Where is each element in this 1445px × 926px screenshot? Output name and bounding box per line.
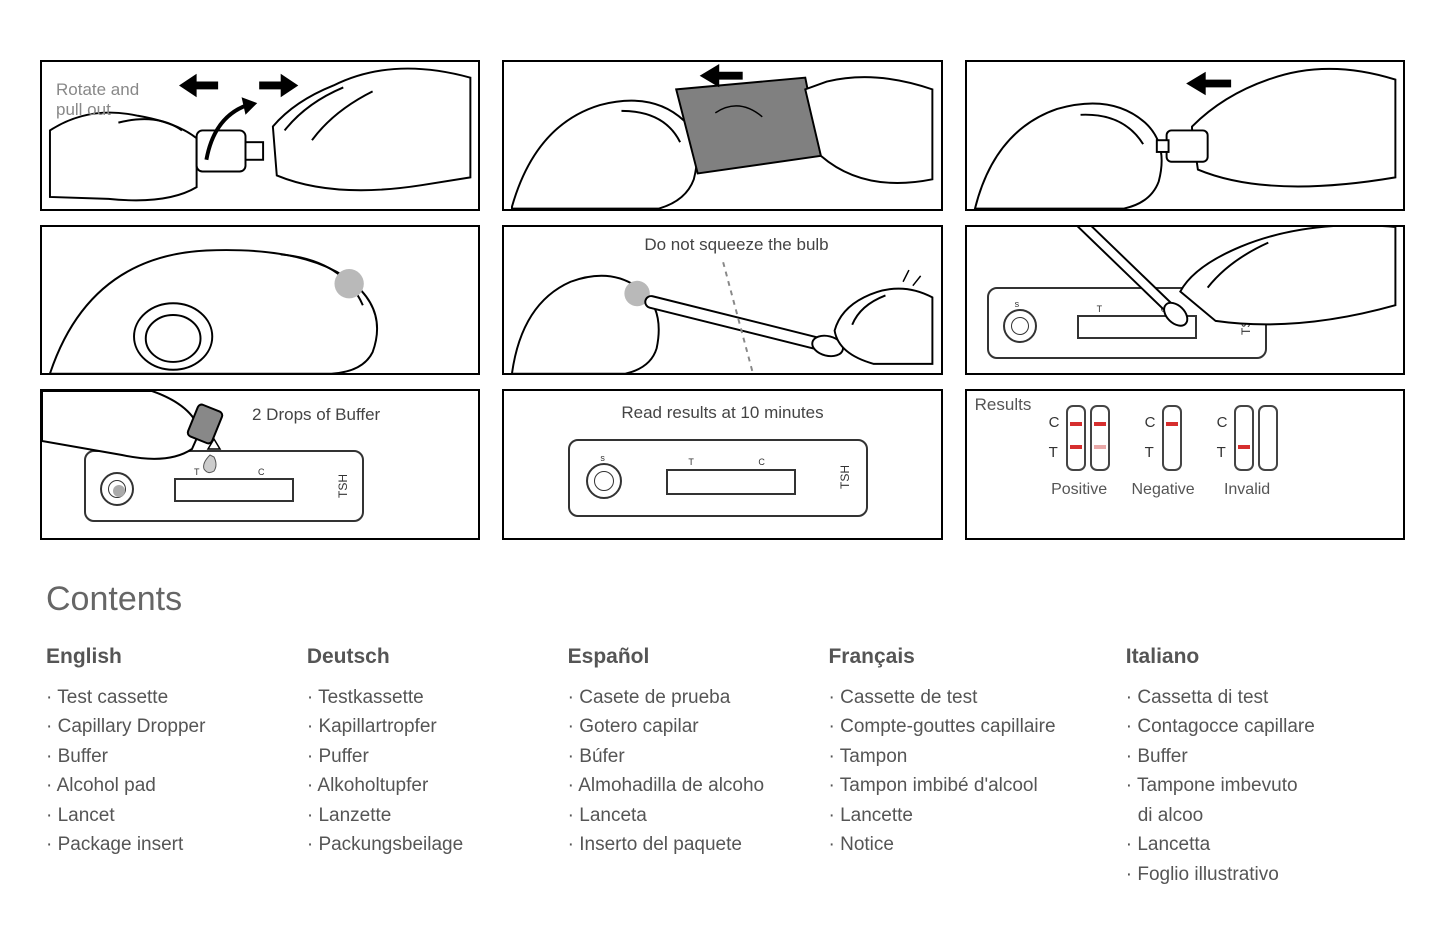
arrow-right-icon [259,74,298,97]
result-caption: Negative [1132,481,1195,499]
test-strip-icon [1258,405,1278,471]
step7-caption: 2 Drops of Buffer [252,405,380,425]
result-group: CT Positive [1049,405,1110,499]
contents-column: English Test cassetteCapillary DropperBuf… [46,645,289,889]
contents-item: Gotero capilar [568,712,811,741]
contents-item: Buffer [46,742,289,771]
contents-item: Alcohol pad [46,771,289,800]
blood-drop-icon [334,269,363,298]
results-row: CT Positive CT Negative CT Invalid [1049,405,1395,532]
ct-labels: CT [1217,415,1228,462]
contents-item: Tampone imbevuto [1126,771,1405,800]
step-panel-8: Read results at 10 minutes s T C TSH [502,389,942,540]
contents-column: Deutsch TestkassetteKapillartropferPuffer… [307,645,550,889]
step2-illustration [504,62,940,209]
contents-item: Test cassette [46,683,289,712]
contents-item: Lancet [46,801,289,830]
contents-item: Alkoholtupfer [307,771,550,800]
contents-item: Capillary Dropper [46,712,289,741]
alcohol-pad-icon [677,78,822,174]
step-panel-4 [40,225,480,376]
step8-caption: Read results at 10 minutes [504,403,940,423]
contents-list: TestkassetteKapillartropferPufferAlkohol… [307,683,550,860]
contents-list: Cassetta di testContagocce capillareBuff… [1126,683,1405,889]
contents-item: Notice [828,830,1107,859]
contents-list: Casete de pruebaGotero capilarBúferAlmoh… [568,683,811,860]
step-panel-2 [502,60,942,211]
contents-item: Testkassette [307,683,550,712]
step5-caption: Do not squeeze the bulb [644,235,828,255]
contents-item: Casete de prueba [568,683,811,712]
result-caption: Positive [1051,481,1107,499]
contents-item: Buffer [1126,742,1405,771]
contents-column: Français Cassette de testCompte-gouttes c… [828,645,1107,889]
language-name: Español [568,645,811,669]
result-strips: CT [1145,405,1182,471]
contents-list: Test cassetteCapillary DropperBufferAlco… [46,683,289,860]
language-name: English [46,645,289,669]
step-panel-9-results: Results CT Positive CT Negative CT Invalid [965,389,1405,540]
contents-item: Kapillartropfer [307,712,550,741]
contents-item: Almohadilla de alcoho [568,771,811,800]
result-strips: CT [1049,405,1110,471]
contents-item: Cassette de test [828,683,1107,712]
contents-item: Lancetta [1126,830,1405,859]
contents-section: Contents English Test cassetteCapillary D… [40,580,1405,889]
contents-item: Package insert [46,830,289,859]
contents-item: Lancette [828,801,1107,830]
contents-item: Lanzette [307,801,550,830]
language-name: Deutsch [307,645,550,669]
result-group: CT Invalid [1217,405,1278,499]
step6-illustration [967,227,1403,374]
contents-item: Puffer [307,742,550,771]
arrow-left-icon [1186,72,1231,95]
result-strips: CT [1217,405,1278,471]
step-panel-3 [965,60,1405,211]
contents-item: Tampon [828,742,1107,771]
contents-title: Contents [46,580,1405,619]
contents-item: Cassetta di test [1126,683,1405,712]
step-panel-7: 2 Drops of Buffer T C TSH [40,389,480,540]
cassette-icon: s T C TSH [568,439,868,517]
contents-item: Foglio illustrativo [1126,860,1405,889]
test-strip-icon [1066,405,1086,471]
test-strip-icon [1090,405,1110,471]
step-panel-5: Do not squeeze the bulb [502,225,942,376]
instruction-steps-grid: Rotate and pull out [40,60,1405,540]
contents-item: Tampon imbibé d'alcool [828,771,1107,800]
results-title: Results [975,395,1032,415]
contents-item: Lanceta [568,801,811,830]
arrow-left-icon [179,74,218,97]
contents-list: Cassette de testCompte-gouttes capillair… [828,683,1107,860]
step3-illustration [967,62,1403,209]
test-strip-icon [1162,405,1182,471]
step7-illustration [42,391,262,481]
contents-columns: EnglishTest cassetteCapillary DropperBuf… [46,645,1405,889]
contents-item-continuation: di alcoo [1126,801,1405,830]
step1-caption: Rotate and pull out [56,80,139,121]
contents-column: Italiano Cassetta di testContagocce capil… [1126,645,1405,889]
ct-labels: CT [1145,415,1156,462]
language-name: Français [828,645,1107,669]
language-name: Italiano [1126,645,1405,669]
step4-illustration [42,227,478,374]
contents-item: Contagocce capillare [1126,712,1405,741]
step-panel-6: Squeeze the bulb to release blood s T C … [965,225,1405,376]
result-group: CT Negative [1132,405,1195,499]
contents-item: Packungsbeilage [307,830,550,859]
ct-labels: CT [1049,415,1060,462]
result-caption: Invalid [1224,481,1270,499]
contents-item: Compte-gouttes capillaire [828,712,1107,741]
step-panel-1: Rotate and pull out [40,60,480,211]
contents-column: Español Casete de pruebaGotero capilarBúf… [568,645,811,889]
contents-item: Inserto del paquete [568,830,811,859]
contents-item: Búfer [568,742,811,771]
test-strip-icon [1234,405,1254,471]
